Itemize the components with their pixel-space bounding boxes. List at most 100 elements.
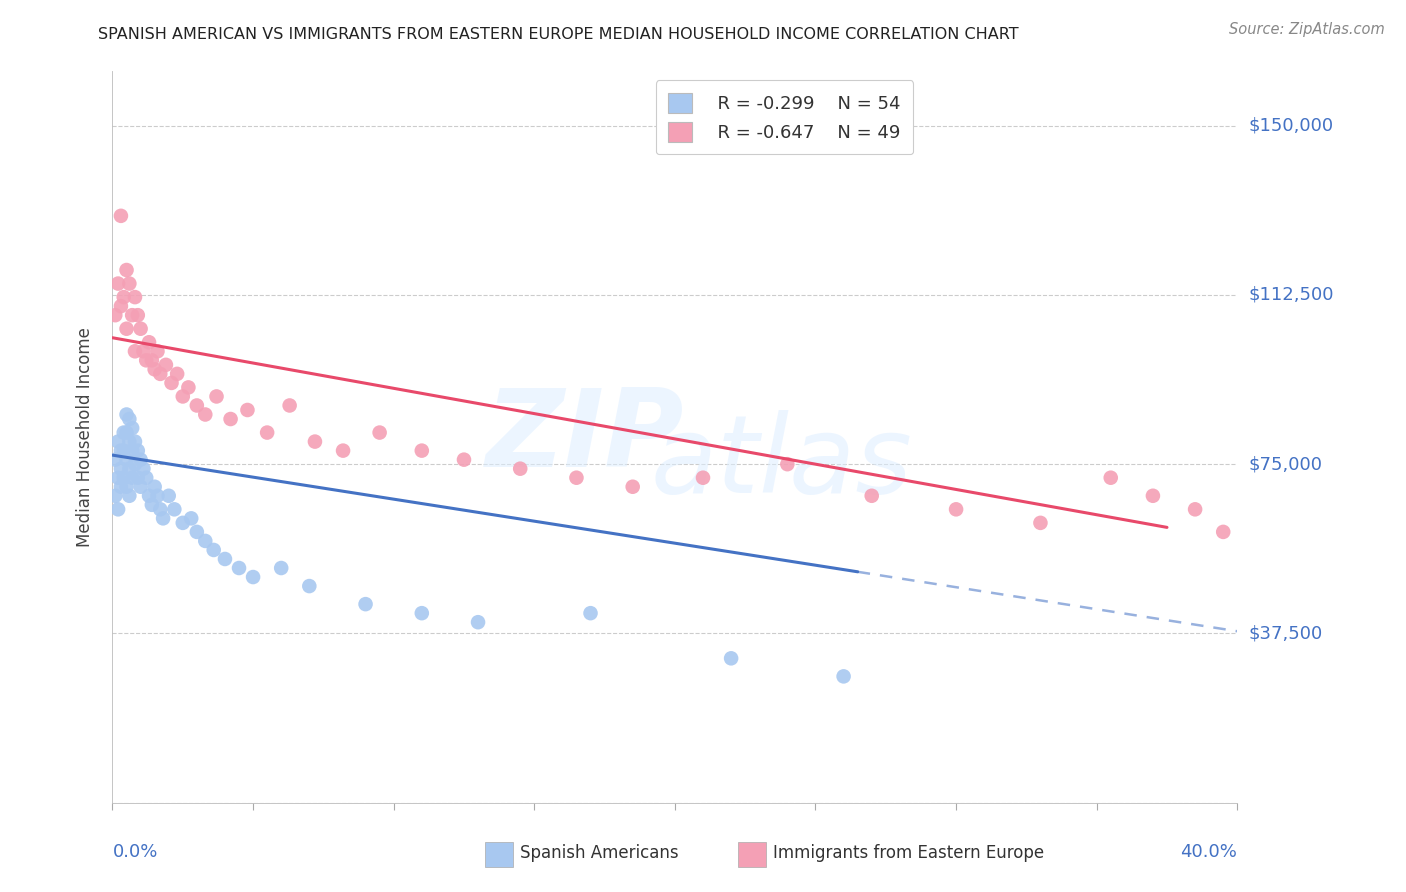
Point [121,443,143,458]
Point [146,489,169,503]
Point [368,425,391,440]
Point [121,421,143,435]
Point [118,461,141,475]
Point [163,502,186,516]
Point [104,452,127,467]
Point [177,380,200,394]
Point [112,443,135,458]
Point [720,651,742,665]
Point [129,452,152,467]
Point [110,443,132,458]
Point [127,443,149,458]
Point [135,353,157,368]
Point [124,457,146,471]
Point [132,344,155,359]
Text: Immigrants from Eastern Europe: Immigrants from Eastern Europe [773,844,1045,862]
Point [278,399,301,413]
Point [1212,524,1234,539]
FancyBboxPatch shape [485,842,513,867]
Point [107,434,129,449]
Point [112,290,135,304]
Point [172,516,194,530]
Point [132,461,155,475]
Point [621,480,644,494]
Point [115,408,138,422]
Point [104,489,127,503]
Point [467,615,489,630]
Point [127,471,149,485]
Point [453,452,475,467]
Point [127,308,149,322]
Point [110,461,132,475]
Point [124,290,146,304]
Point [115,425,138,440]
Text: ZIP: ZIP [485,384,685,490]
Point [180,511,202,525]
Point [411,606,433,620]
Point [172,389,194,403]
Point [692,471,714,485]
Point [579,606,602,620]
Point [155,358,177,372]
Point [166,367,188,381]
Point [219,412,242,426]
Point [242,570,264,584]
Point [118,412,141,426]
Point [860,489,883,503]
Point [411,443,433,458]
Point [1029,516,1052,530]
Point [110,299,132,313]
Text: atlas: atlas [651,410,912,516]
Point [124,344,146,359]
Point [565,471,588,485]
Point [112,471,135,485]
Point [202,543,225,558]
Point [270,561,292,575]
Legend:   R = -0.299    N = 54,   R = -0.647    N = 49: R = -0.299 N = 54, R = -0.647 N = 49 [655,80,914,154]
Point [107,471,129,485]
Point [1184,502,1206,516]
Point [160,376,183,390]
Point [110,480,132,494]
Point [104,308,127,322]
Point [945,502,967,516]
Text: $150,000: $150,000 [1249,117,1333,135]
Point [205,389,228,403]
Point [121,471,143,485]
FancyBboxPatch shape [738,842,766,867]
Point [143,480,166,494]
Point [124,434,146,449]
Point [135,471,157,485]
Point [129,480,152,494]
Point [832,669,855,683]
Point [354,597,377,611]
Point [298,579,321,593]
Point [115,480,138,494]
Text: SPANISH AMERICAN VS IMMIGRANTS FROM EASTERN EUROPE MEDIAN HOUSEHOLD INCOME CORRE: SPANISH AMERICAN VS IMMIGRANTS FROM EAST… [98,27,1019,42]
Point [141,353,163,368]
Text: $75,000: $75,000 [1249,455,1323,473]
Point [152,511,174,525]
Text: Source: ZipAtlas.com: Source: ZipAtlas.com [1229,22,1385,37]
Text: $37,500: $37,500 [1249,624,1323,642]
Point [256,425,278,440]
Point [141,498,163,512]
Point [157,489,180,503]
Point [236,403,259,417]
Text: 0.0%: 0.0% [112,843,157,861]
Point [228,561,250,575]
Point [186,399,208,413]
Point [107,277,129,291]
Point [143,362,166,376]
Point [214,552,236,566]
Point [118,489,141,503]
Point [776,457,799,471]
Point [509,461,531,475]
Point [115,322,138,336]
Y-axis label: Median Household Income: Median Household Income [76,327,94,547]
Point [138,489,160,503]
Point [112,425,135,440]
Point [107,502,129,516]
Point [115,263,138,277]
Point [194,408,217,422]
